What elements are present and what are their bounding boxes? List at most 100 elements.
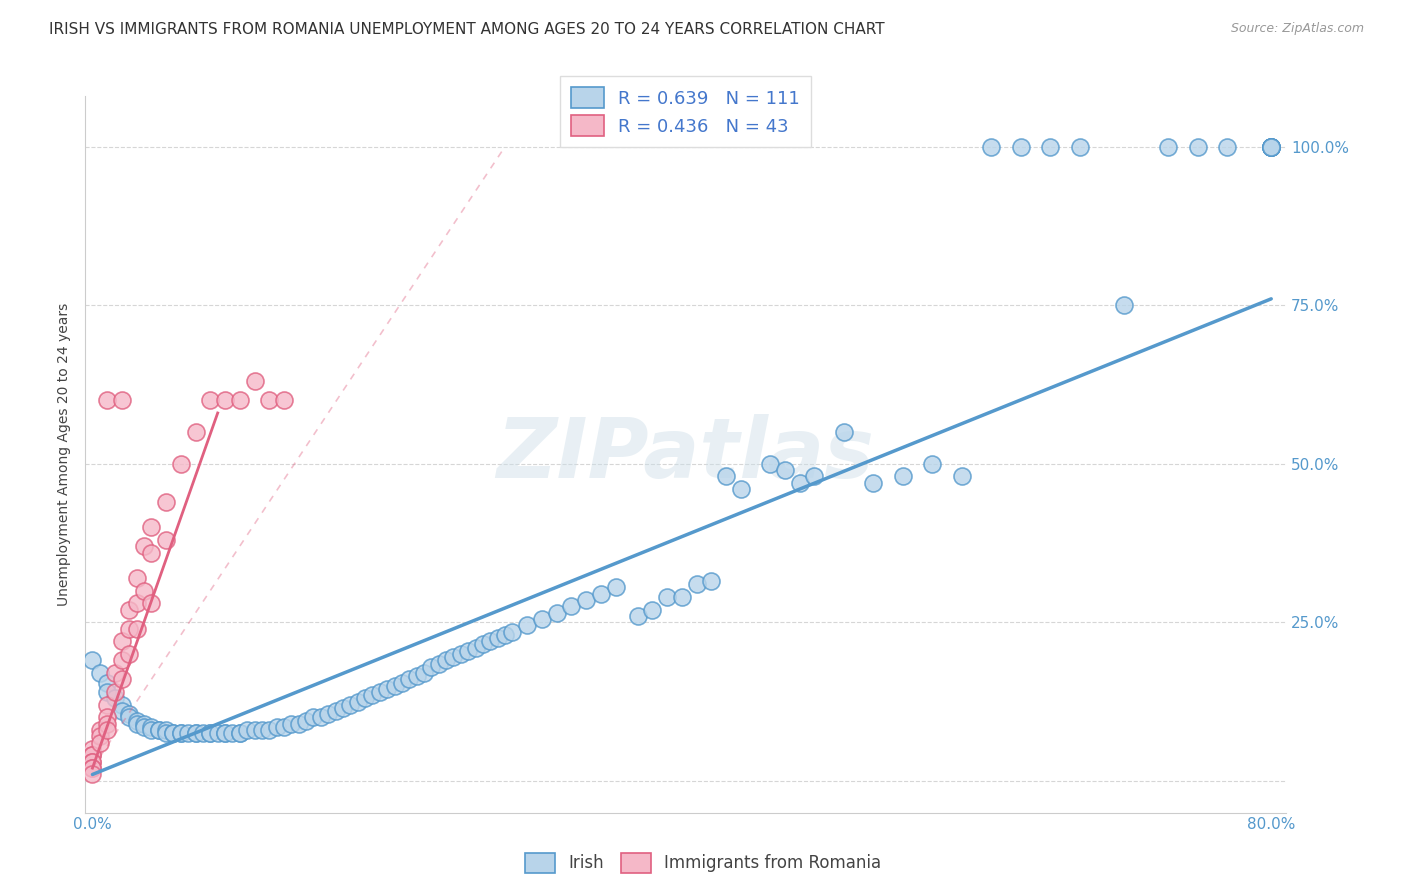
Point	[96, 723, 118, 737]
Point	[148, 723, 170, 737]
Point	[118, 602, 141, 616]
Point	[605, 581, 627, 595]
Point	[221, 726, 243, 740]
Point	[103, 665, 125, 680]
Point	[141, 720, 163, 734]
Point	[170, 726, 193, 740]
Point	[1039, 139, 1062, 153]
Point	[155, 495, 177, 509]
Point	[214, 726, 236, 740]
Point	[132, 720, 155, 734]
Point	[141, 545, 163, 559]
Point	[207, 726, 229, 740]
Point	[589, 587, 612, 601]
Point	[96, 698, 118, 712]
Point	[141, 520, 163, 534]
Point	[457, 644, 479, 658]
Text: IRISH VS IMMIGRANTS FROM ROMANIA UNEMPLOYMENT AMONG AGES 20 TO 24 YEARS CORRELAT: IRISH VS IMMIGRANTS FROM ROMANIA UNEMPLO…	[49, 22, 884, 37]
Point	[398, 673, 420, 687]
Point	[325, 704, 347, 718]
Point	[516, 618, 538, 632]
Point	[280, 716, 302, 731]
Point	[1260, 139, 1282, 153]
Point	[118, 647, 141, 661]
Point	[655, 590, 678, 604]
Point	[111, 653, 134, 667]
Point	[155, 533, 177, 547]
Point	[200, 393, 222, 408]
Point	[96, 685, 118, 699]
Legend: R = 0.639   N = 111, R = 0.436   N = 43: R = 0.639 N = 111, R = 0.436 N = 43	[561, 76, 811, 147]
Point	[162, 726, 184, 740]
Point	[118, 707, 141, 722]
Point	[170, 457, 193, 471]
Point	[273, 720, 295, 734]
Point	[82, 748, 104, 763]
Point	[273, 393, 295, 408]
Point	[339, 698, 361, 712]
Point	[375, 681, 398, 696]
Point	[427, 657, 450, 671]
Point	[184, 726, 207, 740]
Point	[82, 767, 104, 781]
Point	[229, 726, 252, 740]
Point	[332, 701, 354, 715]
Point	[413, 665, 436, 680]
Point	[1112, 298, 1135, 312]
Point	[243, 374, 266, 388]
Point	[354, 691, 377, 706]
Point	[714, 469, 737, 483]
Point	[111, 393, 134, 408]
Point	[89, 736, 111, 750]
Point	[1260, 139, 1282, 153]
Point	[96, 716, 118, 731]
Point	[316, 707, 339, 722]
Point	[862, 475, 884, 490]
Point	[1260, 139, 1282, 153]
Point	[89, 730, 111, 744]
Point	[627, 609, 650, 624]
Point	[82, 761, 104, 775]
Point	[214, 393, 236, 408]
Point	[82, 653, 104, 667]
Point	[464, 640, 486, 655]
Point	[82, 748, 104, 763]
Point	[1069, 139, 1091, 153]
Point	[266, 720, 288, 734]
Point	[700, 574, 723, 588]
Point	[1216, 139, 1239, 153]
Point	[546, 606, 568, 620]
Point	[443, 650, 465, 665]
Point	[191, 726, 214, 740]
Point	[685, 577, 707, 591]
Legend: Irish, Immigrants from Romania: Irish, Immigrants from Romania	[519, 847, 887, 880]
Point	[295, 714, 318, 728]
Point	[125, 714, 148, 728]
Point	[229, 726, 252, 740]
Point	[302, 710, 325, 724]
Point	[1010, 139, 1032, 153]
Point	[921, 457, 943, 471]
Point	[287, 716, 309, 731]
Point	[671, 590, 693, 604]
Point	[471, 638, 494, 652]
Point	[125, 716, 148, 731]
Point	[236, 723, 259, 737]
Point	[479, 634, 502, 648]
Point	[125, 622, 148, 636]
Point	[789, 475, 811, 490]
Point	[111, 673, 134, 687]
Point	[132, 539, 155, 553]
Point	[229, 393, 252, 408]
Point	[82, 761, 104, 775]
Point	[132, 716, 155, 731]
Point	[148, 723, 170, 737]
Point	[170, 726, 193, 740]
Point	[184, 425, 207, 439]
Y-axis label: Unemployment Among Ages 20 to 24 years: Unemployment Among Ages 20 to 24 years	[58, 302, 72, 606]
Point	[891, 469, 914, 483]
Point	[1260, 139, 1282, 153]
Point	[96, 710, 118, 724]
Point	[141, 723, 163, 737]
Point	[1260, 139, 1282, 153]
